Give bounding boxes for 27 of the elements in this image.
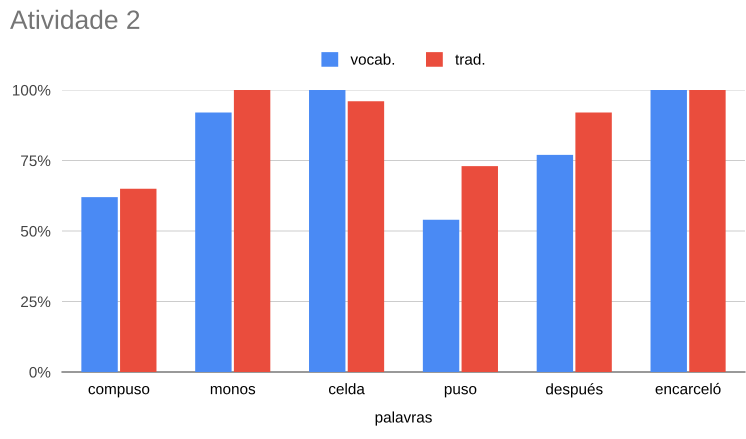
x-tick-label: encarceló xyxy=(656,382,721,394)
bar xyxy=(120,188,156,372)
x-axis-title: palavras xyxy=(376,411,432,426)
y-tick-label: 0% xyxy=(29,366,50,378)
bar xyxy=(348,101,384,372)
legend-label: vocab. xyxy=(350,54,394,65)
x-tick-label: después xyxy=(546,383,603,398)
y-tick-label: 100% xyxy=(12,84,50,96)
bar xyxy=(650,90,687,372)
bar xyxy=(575,112,612,372)
legend-label: trad. xyxy=(455,54,484,65)
bar xyxy=(309,90,346,372)
bar xyxy=(462,166,498,372)
y-tick-label: 75% xyxy=(21,155,50,166)
x-tick-label: compuso xyxy=(88,386,150,398)
x-tick-label: monos xyxy=(210,386,256,394)
bar xyxy=(234,90,270,372)
bar xyxy=(195,112,232,372)
y-tick-label: 50% xyxy=(20,226,50,237)
x-tick-label: celda xyxy=(328,383,365,394)
bar xyxy=(81,197,118,372)
y-tick-label: 25% xyxy=(21,296,50,308)
bar xyxy=(422,220,460,372)
x-tick-label: puso xyxy=(444,386,476,398)
bar xyxy=(689,90,726,372)
bar xyxy=(536,154,574,372)
chart-title: Atividade 2 xyxy=(10,10,140,30)
